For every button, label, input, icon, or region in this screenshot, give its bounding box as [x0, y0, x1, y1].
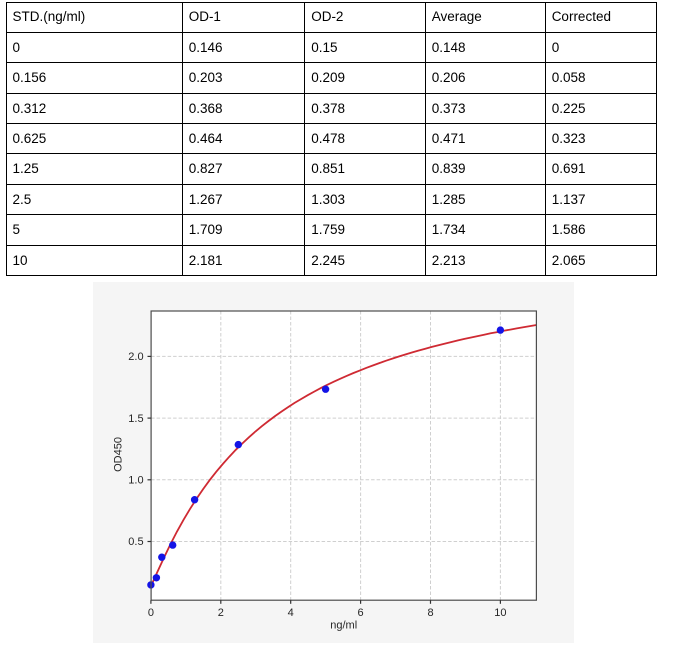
svg-text:ng/ml: ng/ml	[330, 619, 357, 631]
svg-text:1.5: 1.5	[128, 412, 143, 424]
svg-text:6: 6	[358, 607, 364, 619]
svg-text:0.5: 0.5	[128, 536, 143, 548]
svg-text:2.0: 2.0	[128, 351, 143, 363]
svg-text:OD450: OD450	[113, 437, 125, 472]
svg-text:8: 8	[427, 607, 433, 619]
svg-text:4: 4	[288, 607, 294, 619]
svg-text:0: 0	[148, 607, 154, 619]
svg-text:1.0: 1.0	[128, 474, 143, 486]
svg-text:10: 10	[494, 607, 506, 619]
svg-text:2: 2	[218, 607, 224, 619]
